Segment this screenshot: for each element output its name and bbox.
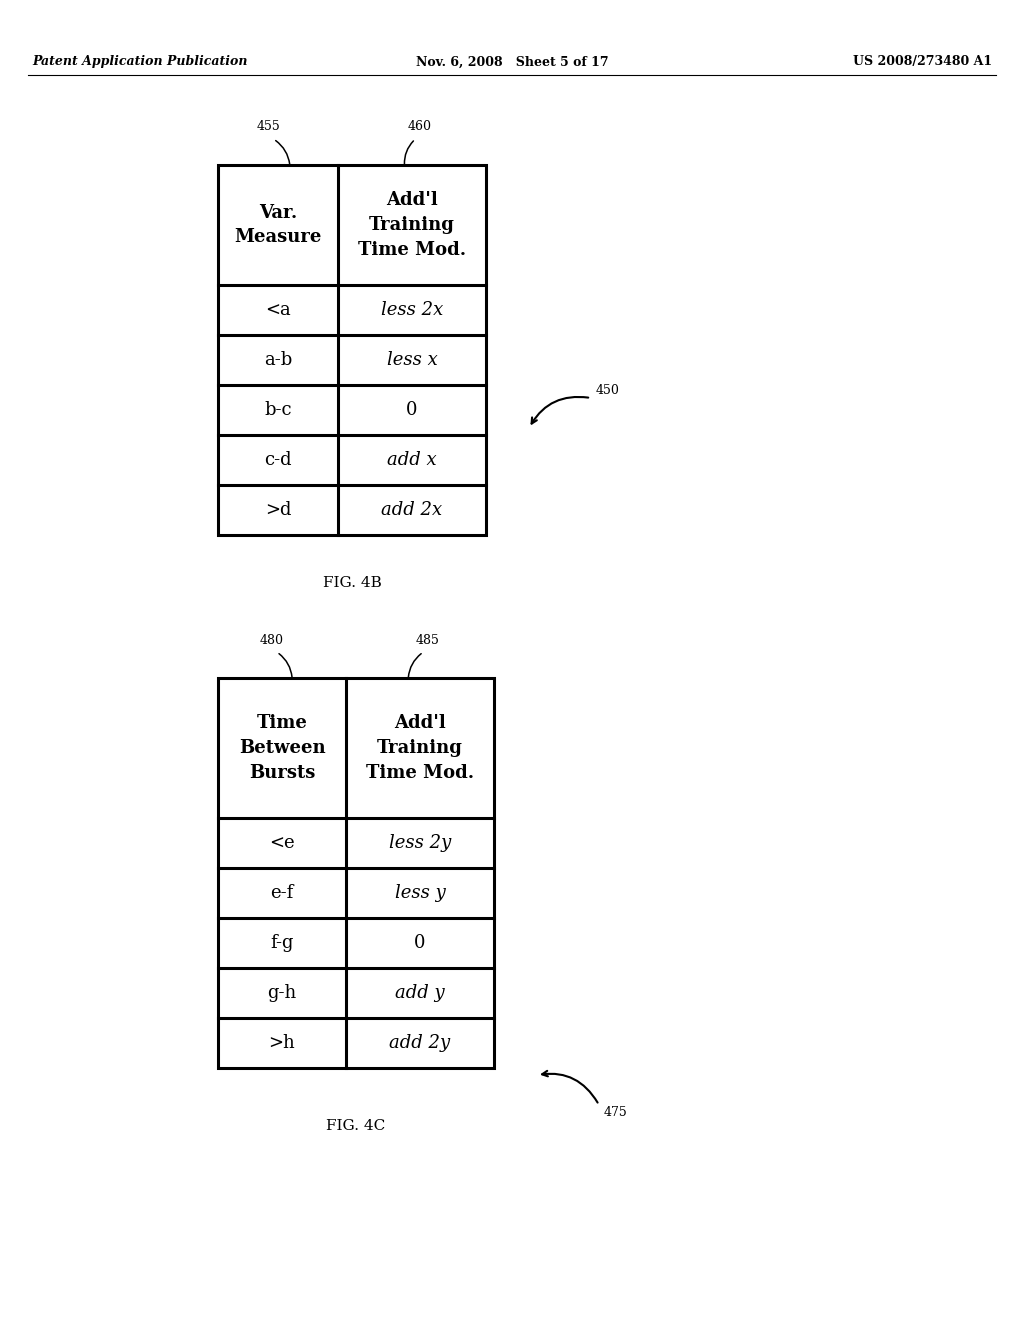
Text: add y: add y (395, 983, 444, 1002)
Text: Patent Application Publication: Patent Application Publication (32, 55, 248, 69)
Text: >d: >d (265, 502, 291, 519)
Text: Time
Between
Bursts: Time Between Bursts (239, 714, 326, 781)
Text: less y: less y (394, 884, 445, 902)
Text: a-b: a-b (264, 351, 292, 370)
Text: add x: add x (387, 451, 437, 469)
Text: add 2y: add 2y (389, 1034, 451, 1052)
Text: Var.
Measure: Var. Measure (234, 203, 322, 247)
Text: less 2y: less 2y (389, 834, 452, 851)
Text: 475: 475 (604, 1106, 628, 1119)
Bar (218, 678, 494, 1068)
Text: <a: <a (265, 301, 291, 319)
Text: 455: 455 (257, 120, 281, 133)
Text: >h: >h (268, 1034, 295, 1052)
Text: 460: 460 (408, 120, 431, 133)
Text: g-h: g-h (267, 983, 297, 1002)
Text: Nov. 6, 2008   Sheet 5 of 17: Nov. 6, 2008 Sheet 5 of 17 (416, 55, 608, 69)
Text: FIG. 4B: FIG. 4B (323, 576, 381, 590)
Text: f-g: f-g (270, 935, 294, 952)
Text: 450: 450 (596, 384, 620, 396)
Text: Add'l
Training
Time Mod.: Add'l Training Time Mod. (358, 191, 466, 259)
Text: 485: 485 (416, 634, 439, 647)
Text: c-d: c-d (264, 451, 292, 469)
Text: less x: less x (387, 351, 437, 370)
Text: Add'l
Training
Time Mod.: Add'l Training Time Mod. (366, 714, 474, 781)
Text: add 2x: add 2x (381, 502, 442, 519)
Text: FIG. 4C: FIG. 4C (327, 1119, 386, 1133)
Text: 0: 0 (407, 401, 418, 418)
Text: 480: 480 (260, 634, 284, 647)
Text: less 2x: less 2x (381, 301, 443, 319)
Text: US 2008/273480 A1: US 2008/273480 A1 (853, 55, 992, 69)
Text: 0: 0 (415, 935, 426, 952)
Text: <e: <e (269, 834, 295, 851)
Text: b-c: b-c (264, 401, 292, 418)
Text: e-f: e-f (270, 884, 294, 902)
Bar (218, 165, 486, 535)
